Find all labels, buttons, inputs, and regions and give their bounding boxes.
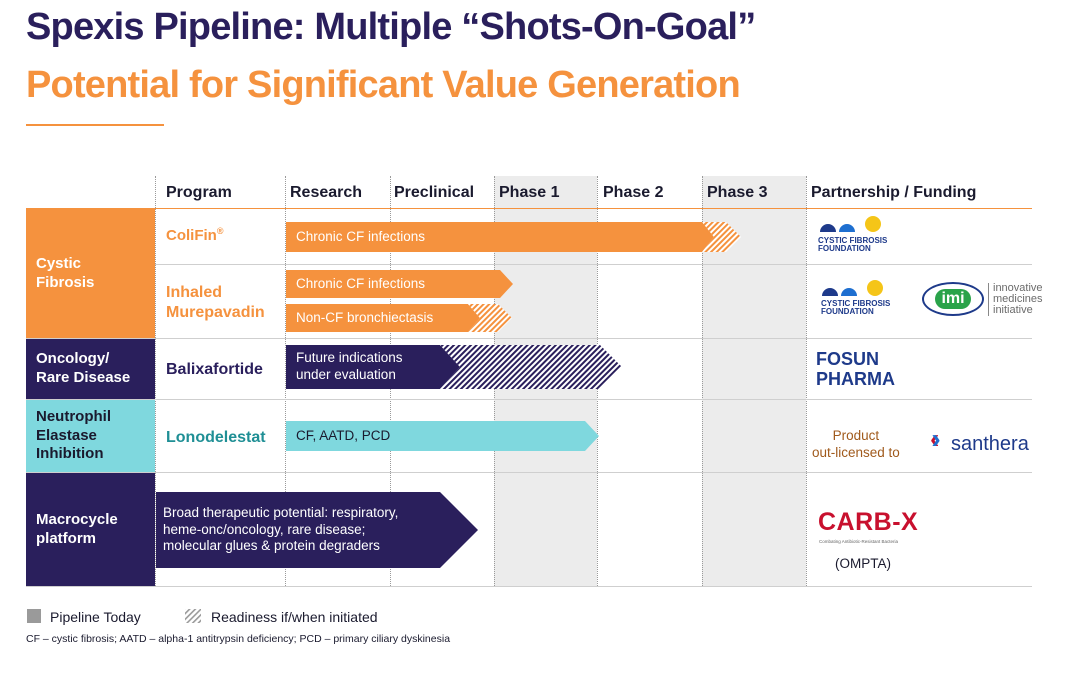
category-label: Fibrosis xyxy=(36,273,95,291)
murepavadin-noncf-label: Non-CF bronchiectasis xyxy=(296,309,434,325)
colifin-bar xyxy=(286,222,714,252)
category-oncology: Oncology/Rare Disease xyxy=(26,339,155,399)
header-rule xyxy=(26,208,1032,209)
cff-logo-icon xyxy=(822,280,883,296)
category-label: Rare Disease xyxy=(36,369,131,386)
category-label: Oncology/ xyxy=(36,350,110,368)
lonodelestat-bar xyxy=(286,421,599,451)
macrocycle-bar-label: Broad therapeutic potential: respiratory… xyxy=(163,504,399,554)
column-divider xyxy=(155,176,156,586)
row-rule xyxy=(26,338,1032,339)
column-divider xyxy=(702,176,703,586)
carbx-tagline: Combating Antibiotic-Resistant Bacteria xyxy=(819,539,899,544)
footnote: CF – cystic fibrosis; AATD – alpha-1 ant… xyxy=(26,633,451,645)
category-label: Cystic xyxy=(36,254,82,272)
category-cystic-fibrosis: Cystic Fibrosis xyxy=(26,209,155,338)
row-rule xyxy=(26,472,1032,473)
column-divider xyxy=(285,176,286,586)
balixafortide-readiness xyxy=(440,345,622,389)
legend-readiness-swatch xyxy=(185,609,201,623)
page-subtitle: Potential for Significant Value Generati… xyxy=(26,64,741,106)
category-label: Inhibition xyxy=(36,445,104,463)
header-program: Program xyxy=(166,184,232,201)
macrocycle-bar xyxy=(156,492,478,568)
category-macrocycle: Macrocycle platform xyxy=(26,473,155,586)
legend-today-label: Pipeline Today xyxy=(50,609,141,625)
category-label: Neutrophil xyxy=(36,407,111,425)
legend-today-swatch xyxy=(27,609,41,623)
row-rule xyxy=(155,264,1032,265)
lonodelestat-bar-label: CF, AATD, PCD xyxy=(296,427,391,443)
header-preclinical: Preclinical xyxy=(394,184,475,201)
category-neutrophil-elastase: Neutrophil Elastase Inhibition xyxy=(26,400,155,472)
column-divider xyxy=(806,176,807,586)
carbx-ompta: (OMPTA) xyxy=(835,556,891,571)
colifin-readiness xyxy=(702,222,741,252)
cff-logo-text: CYSTIC FIBROSIS FOUNDATION xyxy=(821,299,891,317)
santhera-logo-text: santhera xyxy=(951,433,1029,455)
program-inhaled-murepavadin: Inhaled Murepavadin xyxy=(166,284,265,321)
program-colifin: ColiFin® xyxy=(166,226,224,244)
carbx-logo: CARB-X xyxy=(818,508,919,536)
legend-readiness-label: Readiness if/when initiated xyxy=(211,609,378,625)
imi-logo-text: innovative medicines initiative xyxy=(988,283,1043,316)
fosun-pharma-logo: FOSUN PHARMA xyxy=(816,349,895,389)
murepavadin-cf-label: Chronic CF infections xyxy=(296,275,426,291)
program-lonodelestat: Lonodelestat xyxy=(166,429,266,446)
header-partnership: Partnership / Funding xyxy=(811,184,977,201)
page-title: Spexis Pipeline: Multiple “Shots-On-Goal… xyxy=(26,6,756,48)
imi-logo-icon: imi xyxy=(922,282,984,316)
out-licensed-label: Product out-licensed to xyxy=(812,428,900,460)
program-balixafortide: Balixafortide xyxy=(166,361,263,378)
header-phase1: Phase 1 xyxy=(499,184,560,201)
category-label: platform xyxy=(36,529,96,547)
cff-logo-text: CYSTIC FIBROSIS FOUNDATION xyxy=(818,236,888,254)
cff-logo-icon xyxy=(820,216,881,232)
category-label: Macrocycle xyxy=(36,510,118,528)
header-phase2: Phase 2 xyxy=(603,184,664,201)
santhera-logo-icon: ‹› xyxy=(930,423,941,454)
title-underline xyxy=(26,124,164,126)
header-research: Research xyxy=(290,184,363,201)
colifin-bar-label: Chronic CF infections xyxy=(296,228,426,244)
murepavadin-noncf-readiness xyxy=(468,304,512,332)
row-rule xyxy=(26,399,1032,400)
row-rule xyxy=(26,586,1032,587)
category-label: Elastase xyxy=(36,426,97,444)
murepavadin-cf-bar xyxy=(286,270,513,298)
murepavadin-noncf-bar xyxy=(286,304,480,332)
balixafortide-bar xyxy=(286,345,460,389)
balixafortide-bar-label: Future indications under evaluation xyxy=(296,350,403,382)
header-phase3: Phase 3 xyxy=(707,184,768,201)
